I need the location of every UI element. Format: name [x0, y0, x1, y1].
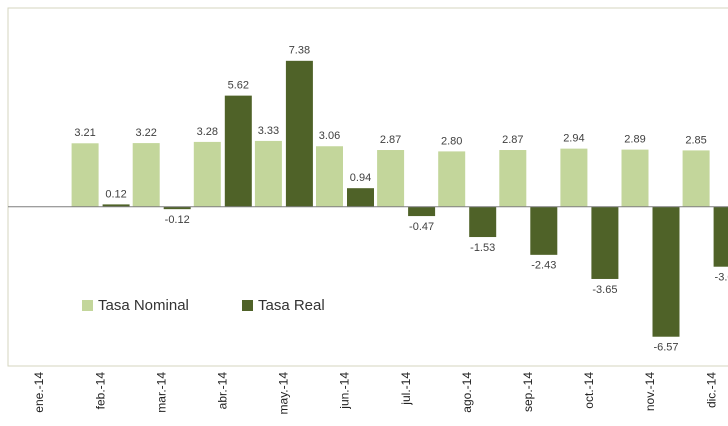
- bar: [530, 206, 558, 255]
- data-label: -0.12: [165, 214, 190, 226]
- x-tick-label: abr.-14: [215, 372, 229, 410]
- x-tick-label: ago.-14: [460, 372, 474, 413]
- data-label: 3.28: [197, 126, 218, 138]
- bar: [71, 143, 99, 207]
- bar: [193, 141, 221, 207]
- plot-frame: [7, 7, 728, 367]
- bar: [713, 206, 728, 267]
- bar: [469, 206, 497, 238]
- data-label: -6.57: [653, 342, 678, 354]
- bar: [285, 60, 313, 207]
- bar: [132, 143, 160, 207]
- legend-label: Tasa Nominal: [98, 297, 189, 314]
- bar: [499, 150, 527, 207]
- data-label: 3.33: [258, 125, 279, 137]
- x-tick-label: may.-14: [277, 372, 291, 415]
- bar: [560, 148, 588, 207]
- bar: [163, 206, 191, 210]
- data-label: 3.21: [74, 127, 95, 139]
- data-label: 0.94: [350, 172, 371, 184]
- data-label: 0.12: [105, 188, 126, 200]
- x-tick-label: jul.-14: [399, 372, 413, 406]
- bar: [438, 151, 466, 207]
- data-label: 2.80: [441, 135, 462, 147]
- data-label: -1.53: [470, 242, 495, 254]
- data-label: 2.89: [624, 134, 645, 146]
- data-label: 5.62: [228, 80, 249, 92]
- data-label: 2.87: [380, 134, 401, 146]
- bar: [621, 149, 649, 207]
- data-label: 2.94: [563, 133, 584, 145]
- data-label: -2.43: [531, 260, 556, 272]
- bar: [591, 206, 619, 279]
- legend-swatch: [242, 300, 253, 311]
- x-tick-label: oct.-14: [582, 372, 596, 409]
- data-label: 3.22: [135, 127, 156, 139]
- bar: [408, 206, 436, 217]
- data-label: 2.87: [502, 134, 523, 146]
- bar: [682, 150, 710, 207]
- bar: [102, 204, 130, 207]
- x-tick-label: dic.-14: [704, 372, 718, 408]
- bar: [652, 206, 680, 337]
- data-label: 3.06: [319, 130, 340, 142]
- x-tick-label: jun.-14: [338, 372, 352, 410]
- bar: [377, 150, 405, 207]
- data-label: -3.03: [715, 272, 728, 284]
- data-label: -3.65: [592, 284, 617, 296]
- x-tick-label: ene.-14: [32, 372, 46, 413]
- bar: [347, 188, 374, 207]
- legend-swatch: [82, 300, 93, 311]
- x-tick-label: sep.-14: [521, 372, 535, 412]
- data-label: 7.38: [289, 45, 310, 57]
- x-tick-label: nov.-14: [643, 372, 657, 411]
- x-tick-label: feb.-14: [93, 372, 107, 410]
- data-label: -0.47: [409, 221, 434, 233]
- bar: [224, 95, 252, 207]
- bar: [316, 146, 343, 207]
- data-label: 2.85: [685, 134, 706, 146]
- x-tick-label: mar.-14: [154, 372, 168, 413]
- bar: [254, 140, 282, 207]
- legend-label: Tasa Real: [258, 297, 325, 314]
